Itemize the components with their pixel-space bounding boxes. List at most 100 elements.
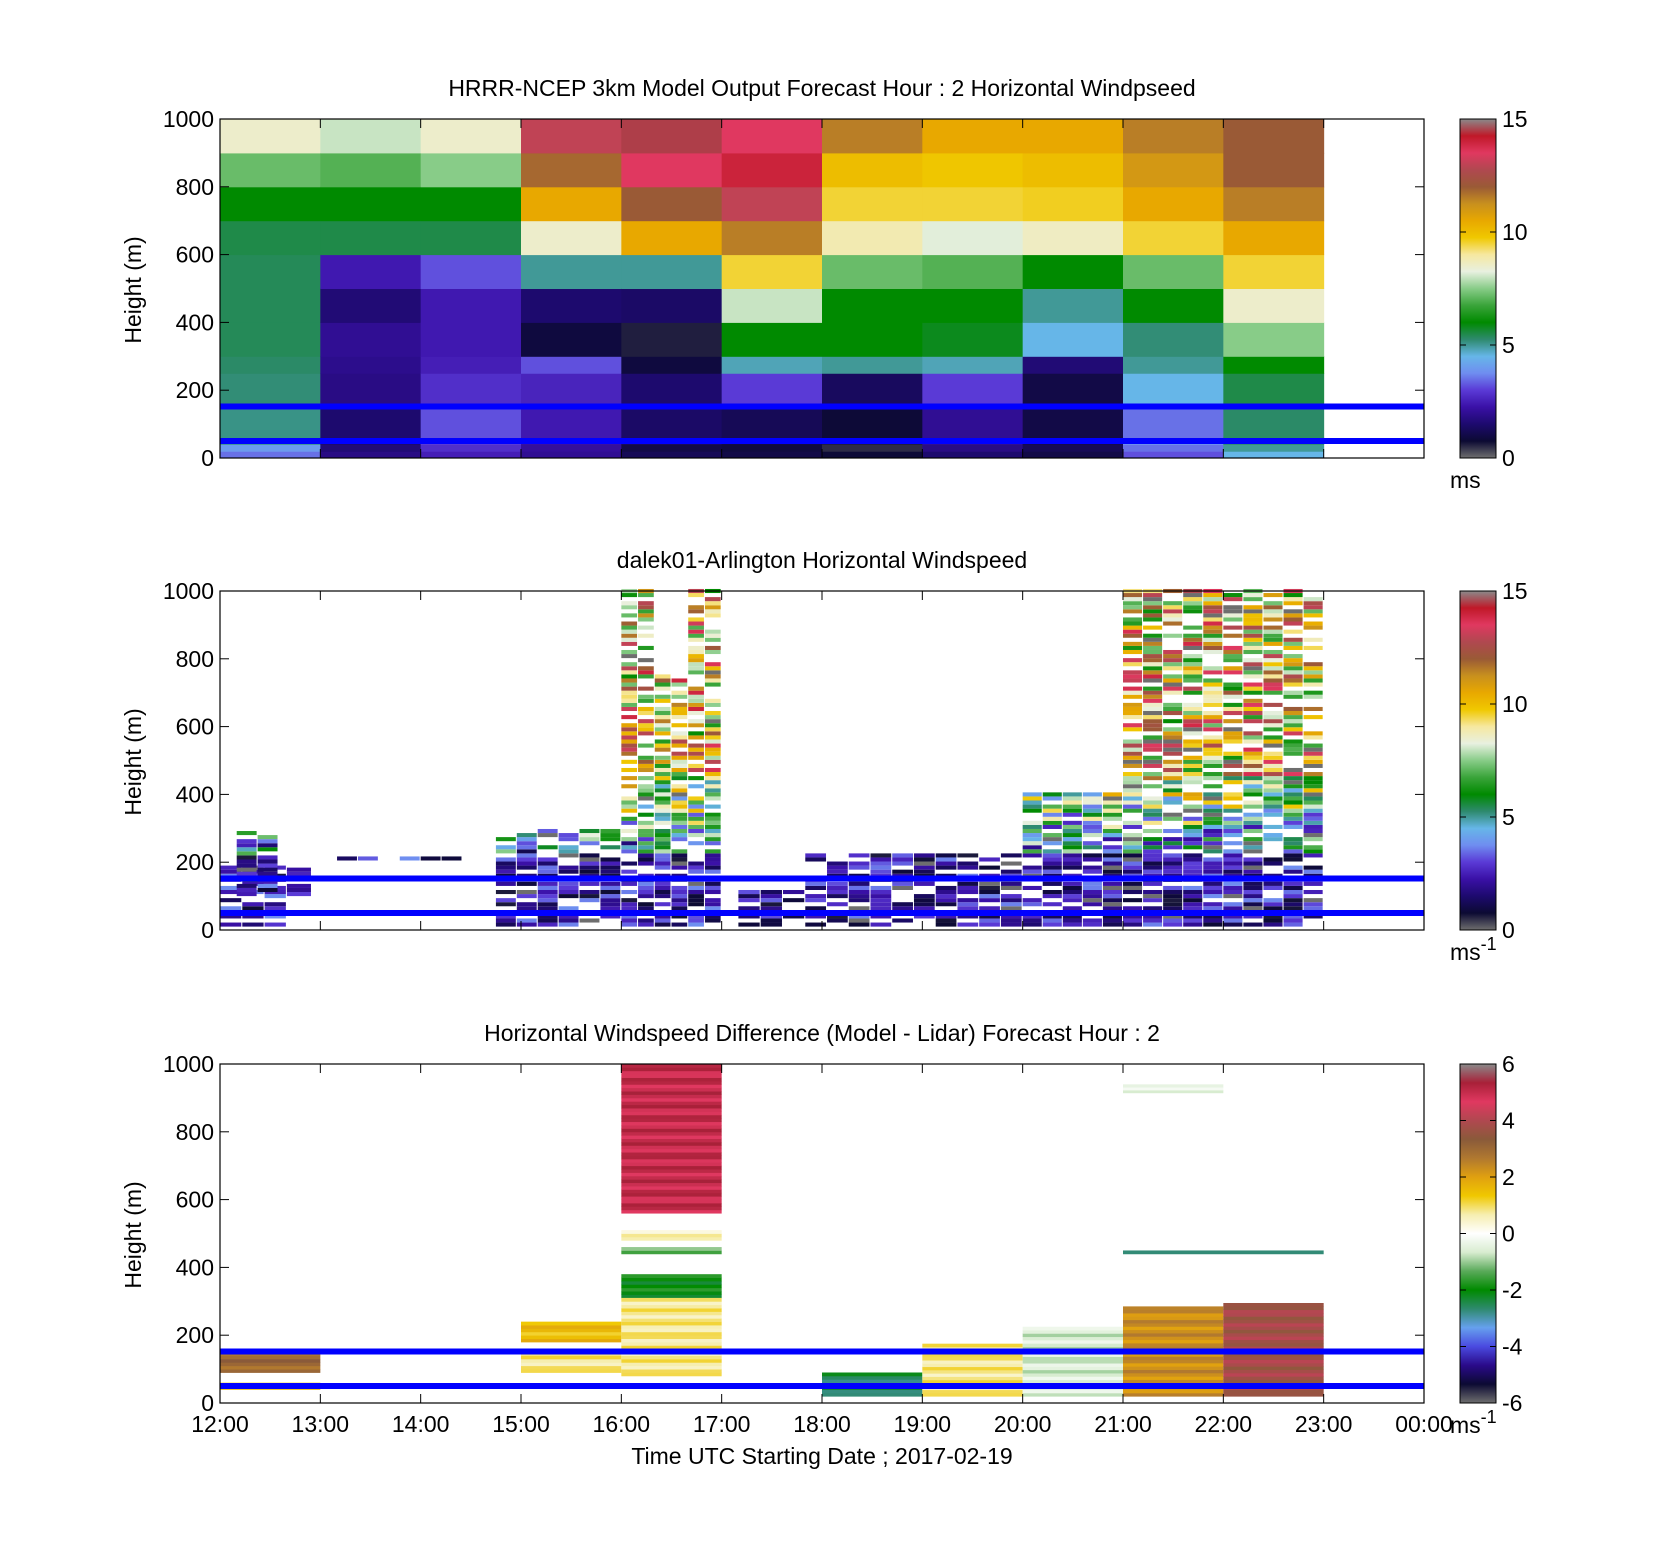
observation-cell (1283, 645, 1303, 650)
difference-cell (1223, 1379, 1324, 1384)
observation-cell (537, 922, 558, 927)
observation-cell (621, 759, 638, 764)
observation-cell (1283, 597, 1303, 602)
observation-cell (1283, 690, 1303, 695)
observation-cell (1143, 881, 1163, 886)
observation-cell (1263, 678, 1283, 683)
observation-cell (1203, 641, 1223, 646)
observation-cell (1243, 609, 1263, 614)
observation-cell (935, 853, 957, 858)
heatmap-cell (220, 186, 321, 222)
heatmap-cell (220, 322, 321, 357)
observation-cell (621, 593, 638, 598)
observation-cell (979, 865, 1000, 870)
observation-cell (537, 833, 558, 838)
observation-cell (1163, 828, 1183, 834)
heatmap-cell (922, 444, 1024, 452)
observation-cell (760, 902, 782, 907)
observation-cell (516, 906, 537, 911)
observation-cell (1163, 788, 1183, 793)
observation-cell (913, 894, 935, 899)
heatmap-cell (822, 407, 923, 439)
observation-cell (516, 845, 537, 850)
observation-cell (688, 593, 704, 598)
observation-cell (1283, 918, 1303, 923)
observation-cell (1263, 686, 1283, 691)
observation-cell (1303, 674, 1323, 679)
observation-cell (558, 865, 579, 870)
observation-cell (1243, 731, 1263, 736)
observation-cell (621, 641, 638, 646)
colorbar-gradient (1459, 590, 1497, 931)
observation-cell (1102, 816, 1122, 821)
observation-cell (621, 747, 638, 752)
difference-cell (621, 1304, 722, 1309)
observation-cell (242, 914, 264, 919)
observation-cell (1183, 906, 1203, 911)
observation-cell (1183, 759, 1203, 764)
y-tick-label: 400 (176, 781, 214, 807)
observation-cell (1203, 759, 1223, 764)
y-axis-label: Height (m) (120, 1181, 146, 1288)
observation-cell (638, 711, 654, 716)
observation-cell (257, 859, 278, 864)
observation-cell (537, 861, 558, 866)
difference-cell (922, 1389, 1023, 1394)
observation-cell (1082, 922, 1102, 927)
observation-cell (495, 902, 516, 907)
observation-cell (704, 755, 721, 760)
observation-cell (1123, 849, 1143, 854)
heatmap-cell (1223, 288, 1325, 323)
colorbar-tick-label: 6 (1502, 1051, 1515, 1077)
observation-cell (264, 914, 286, 919)
observation-cell (1123, 711, 1143, 716)
observation-cell (671, 857, 688, 862)
observation-cell (688, 885, 704, 890)
difference-cell (521, 1331, 622, 1336)
difference-cell (621, 1064, 722, 1068)
observation-cell (688, 898, 704, 903)
observation-cell (654, 674, 671, 679)
heatmap-cell (621, 152, 723, 188)
observation-cell (1143, 678, 1163, 683)
observation-cell (1102, 918, 1122, 923)
heatmap-cell (721, 444, 823, 452)
observation-cell (704, 772, 721, 777)
observation-cell (1163, 869, 1183, 874)
observation-cell (1062, 796, 1082, 801)
observation-cell (1183, 743, 1203, 748)
observation-cell (495, 914, 516, 919)
observation-cell (805, 881, 827, 886)
heatmap-cell (1022, 451, 1124, 459)
heatmap-cell (822, 451, 923, 459)
heatmap-cell (1123, 288, 1224, 323)
observation-cell (1263, 759, 1283, 764)
observation-cell (638, 674, 654, 679)
difference-cell (621, 1362, 722, 1367)
observation-cell (760, 894, 782, 899)
difference-cell (521, 1338, 622, 1343)
observation-cell (621, 629, 638, 634)
observation-cell (704, 747, 721, 752)
observation-cell (1022, 845, 1042, 850)
observation-cell (1283, 637, 1303, 642)
observation-cell (1183, 833, 1203, 838)
y-tick-label: 1000 (163, 106, 214, 132)
observation-cell (1123, 633, 1143, 638)
difference-cell (621, 1084, 722, 1089)
observation-cell (399, 856, 420, 861)
observation-cell (704, 678, 721, 683)
observation-cell (1243, 792, 1263, 797)
observation-cell (957, 889, 979, 895)
difference-cell (822, 1389, 923, 1394)
observation-cell (1123, 605, 1143, 610)
observation-cell (1123, 845, 1143, 850)
heatmap-cell (1123, 152, 1224, 188)
heatmap-cell (1223, 407, 1325, 439)
observation-cell (782, 898, 805, 903)
observation-cell (1303, 662, 1323, 667)
observation-cell (1263, 711, 1283, 716)
observation-cell (1183, 776, 1203, 781)
difference-cell (621, 1372, 722, 1377)
